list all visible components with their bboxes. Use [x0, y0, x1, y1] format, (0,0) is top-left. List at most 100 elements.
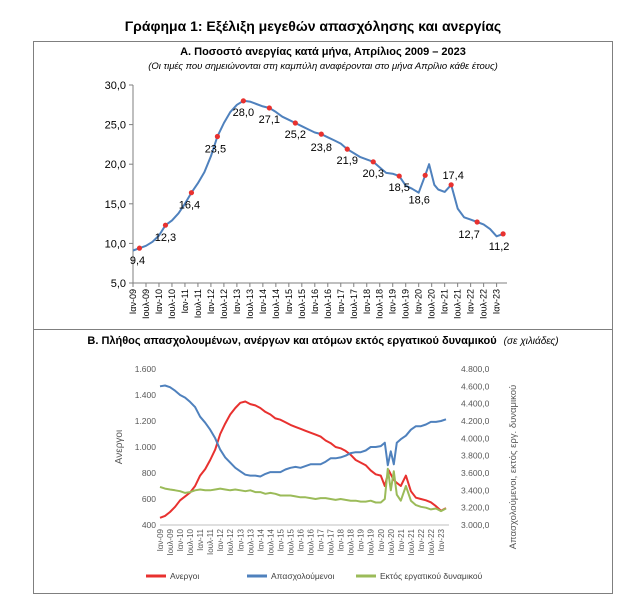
x-tick-label: Ιουλ-13: [245, 289, 255, 319]
y-tick-label: 30,0: [105, 80, 126, 92]
april-marker: [240, 98, 246, 104]
right-y-tick-label: 4.200,0: [461, 416, 490, 426]
x-tick-label: Ιαν-22: [466, 289, 476, 314]
x-tick-label: Ιαν-10: [176, 528, 185, 551]
chart-b-title-text: Β. Πλήθος απασχολουμένων, ανέργων και ατ…: [87, 335, 497, 347]
right-y-tick-label: 3.800,0: [461, 451, 490, 461]
x-tick-label: Ιαν-09: [156, 528, 165, 551]
population-counts-panel: Β. Πλήθος απασχολουμένων, ανέργων και ατ…: [33, 329, 613, 594]
right-axis-title: Απασχολούμενοι, εκτός εργ. δυναμικού: [508, 385, 519, 550]
x-tick-label: Ιουλ-09: [166, 528, 175, 555]
x-tick-label: Ιουλ-21: [453, 289, 463, 319]
x-tick-label: Ιουλ-20: [427, 289, 437, 319]
x-tick-label: Ιαν-19: [388, 289, 398, 314]
data-label: 20,3: [363, 168, 384, 180]
x-tick-label: Ιουλ-15: [286, 528, 295, 555]
april-marker: [370, 159, 376, 165]
chart-a-title: Α. Ποσοστό ανεργίας κατά μήνα, Απρίλιος …: [180, 46, 466, 58]
data-label: 18,6: [408, 194, 429, 206]
april-marker: [474, 219, 480, 225]
april-marker: [188, 190, 195, 196]
right-y-tick-label: 3.200,0: [461, 503, 490, 513]
data-label: 17,4: [442, 170, 463, 182]
legend-label: Απασχολούμενοι: [271, 571, 335, 581]
x-tick-label: Ιουλ-16: [323, 289, 333, 319]
y-tick-label: 15,0: [105, 199, 126, 211]
x-tick-label: Ιαν-11: [180, 289, 190, 314]
x-tick-label: Ιουλ-15: [297, 289, 307, 319]
x-tick-label: Ιουλ-11: [206, 528, 215, 555]
data-label: 25,2: [285, 129, 306, 141]
series-line: [159, 467, 447, 513]
april-marker: [318, 131, 324, 137]
x-tick-label: Ιουλ-18: [347, 528, 356, 555]
april-marker: [500, 231, 506, 237]
right-y-tick-label: 3.400,0: [461, 485, 490, 495]
x-tick-label: Ιαν-12: [216, 528, 225, 551]
x-tick-label: Ιουλ-16: [307, 528, 316, 555]
april-marker: [396, 173, 402, 179]
x-tick-label: Ιαν-23: [437, 528, 446, 551]
legend-label: Εκτός εργατικού δυναμικού: [380, 571, 483, 581]
x-tick-label: Ιαν-15: [284, 289, 294, 314]
right-y-tick-label: 4.400,0: [461, 399, 490, 409]
x-tick-label: Ιαν-14: [258, 289, 268, 314]
left-y-tick-label: 1.400: [135, 390, 157, 400]
x-tick-label: Ιουλ-09: [141, 289, 151, 319]
april-marker: [162, 222, 169, 228]
x-tick-label: Ιαν-21: [397, 528, 406, 551]
data-label: 23,5: [205, 143, 226, 155]
x-tick-label: Ιουλ-10: [167, 289, 177, 319]
x-tick-label: Ιαν-14: [256, 528, 265, 551]
april-marker: [214, 133, 221, 140]
x-tick-label: Ιαν-20: [414, 289, 424, 314]
april-marker: [136, 245, 143, 251]
right-y-tick-label: 4.000,0: [461, 433, 490, 443]
x-tick-label: Ιουλ-11: [193, 289, 203, 318]
data-label: 18,5: [389, 182, 410, 194]
data-label: 9,4: [130, 255, 145, 267]
chart-b-subtitle: (σε χιλιάδες): [503, 336, 559, 347]
right-y-tick-label: 4.800,0: [461, 364, 490, 374]
x-tick-label: Ιαν-16: [296, 528, 305, 551]
data-label: 16,4: [179, 200, 200, 212]
x-tick-label: Ιουλ-21: [407, 528, 416, 555]
series-line: [159, 384, 447, 478]
x-tick-label: Ιουλ-19: [401, 289, 411, 319]
x-tick-label: Ιουλ-18: [375, 289, 385, 319]
x-tick-label: Ιουλ-14: [266, 528, 275, 555]
data-label: 12,3: [155, 232, 176, 244]
x-tick-label: Ιαν-11: [196, 528, 205, 550]
x-tick-label: Ιουλ-10: [186, 528, 195, 555]
left-axis-title: Ανεργοι: [114, 430, 125, 464]
left-y-tick-label: 1.000: [135, 442, 157, 452]
x-tick-label: Ιαν-18: [362, 289, 372, 314]
unemployment-rate-panel: Α. Ποσοστό ανεργίας κατά μήνα, Απρίλιος …: [33, 41, 613, 330]
x-tick-label: Ιουλ-17: [327, 528, 336, 555]
right-y-tick-label: 4.600,0: [461, 381, 490, 391]
x-tick-label: Ιαν-23: [492, 289, 502, 314]
x-tick-label: Ιουλ-14: [271, 289, 281, 319]
x-tick-label: Ιουλ-17: [349, 289, 359, 319]
left-y-tick-label: 1.600: [135, 364, 157, 374]
y-tick-label: 20,0: [105, 159, 126, 171]
data-label: 28,0: [233, 107, 254, 119]
april-marker: [344, 146, 350, 152]
population-counts-chart: 400 600 800 1.000 1.200 1.400 1.600 3.000,0 3.20…: [114, 364, 519, 581]
x-tick-label: Ιουλ-19: [367, 528, 376, 555]
x-tick-label: Ιουλ-12: [226, 528, 235, 555]
x-tick-label: Ιαν-09: [128, 289, 138, 314]
x-tick-label: Ιαν-20: [377, 528, 386, 551]
x-tick-label: Ιαν-22: [417, 528, 426, 551]
x-tick-label: Ιαν-19: [357, 528, 366, 551]
x-tick-label: Ιουλ-22: [479, 289, 489, 319]
x-tick-label: Ιαν-21: [440, 289, 450, 314]
x-tick-label: Ιαν-12: [206, 289, 216, 314]
y-tick-label: 25,0: [105, 120, 126, 132]
right-y-tick-label: 3.600,0: [461, 468, 490, 478]
data-label: 21,9: [337, 155, 358, 167]
chart-a-subtitle: (Οι τιμές που σημειώνονται στη καμπύλη α…: [148, 61, 498, 72]
legend-label: Ανεργοι: [170, 571, 199, 581]
right-y-tick-label: 3.000,0: [461, 520, 490, 530]
